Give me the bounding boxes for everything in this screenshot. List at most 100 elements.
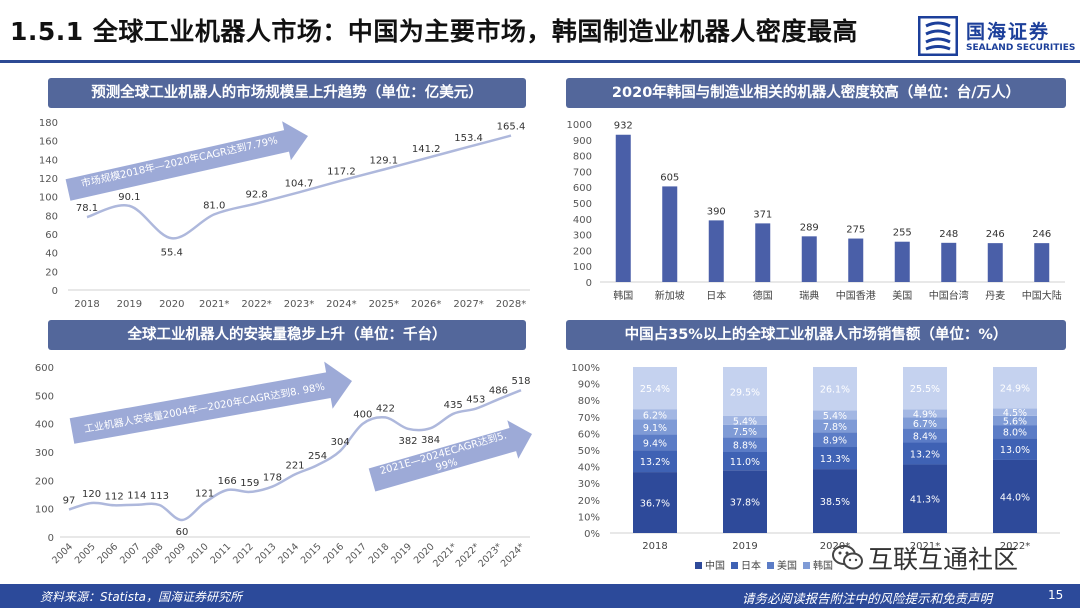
x-tick-label: 2006 xyxy=(95,541,120,566)
x-tick-label: 2019 xyxy=(389,541,414,566)
y-tick-label: 140 xyxy=(39,155,58,166)
segment-label: 13.0% xyxy=(1000,445,1030,456)
footer-bar: 资料来源：Statista，国海证券研究所 请务必阅读报告附注中的风险提示和免责… xyxy=(0,584,1080,608)
cagr-annotation: 市场规模2018年—2020年CAGR达到7.79% xyxy=(80,133,279,190)
bar-segment xyxy=(903,464,947,533)
data-label: 141.2 xyxy=(412,144,441,155)
market-size-line-chart: 0 20 40 60 80 100 120 140 160 180 2018 2019 2020 2021… xyxy=(39,118,530,310)
x-tick-label: 2011 xyxy=(208,541,233,566)
x-tick-label: 2022* xyxy=(454,541,482,569)
wechat-icon xyxy=(832,545,863,570)
y-tick-label: 20% xyxy=(578,496,600,507)
segment-label: 6.7% xyxy=(913,419,937,430)
legend-swatch xyxy=(767,562,774,569)
data-label: 304 xyxy=(331,437,350,448)
data-label: 371 xyxy=(753,209,772,220)
bar-segment xyxy=(723,415,767,425)
y-tick-label: 100 xyxy=(39,193,58,204)
x-tick-label: 2004 xyxy=(50,541,75,566)
bar xyxy=(708,220,724,282)
legend-swatch xyxy=(695,562,702,569)
cagr-arrow xyxy=(65,121,308,201)
segment-label: 5.4% xyxy=(823,411,847,422)
logo-chinese-name: 国海证券 xyxy=(966,21,1051,43)
y-tick-label: 300 xyxy=(35,448,54,459)
x-tick-label: 中国大陆 xyxy=(1022,289,1062,302)
x-tick-label: 2021* xyxy=(199,299,229,310)
segment-label: 6.2% xyxy=(643,410,667,421)
x-tick-label: 2015 xyxy=(299,541,324,566)
x-tick-label: 2021* xyxy=(431,541,459,569)
x-tick-label: 2010 xyxy=(186,541,211,566)
y-tick-label: 0 xyxy=(586,278,592,289)
x-tick-label: 韩国 xyxy=(613,289,633,302)
segment-label: 9.1% xyxy=(643,423,667,434)
y-tick-label: 10% xyxy=(578,512,600,523)
data-label: 121 xyxy=(195,489,214,500)
share-panel-title: 中国占35%以上的全球工业机器人市场销售额（单位：%） xyxy=(566,320,1066,350)
y-tick-label: 120 xyxy=(39,174,58,185)
bar-segment xyxy=(993,367,1037,409)
y-tick-label: 160 xyxy=(39,137,58,148)
x-tick-label: 丹麦 xyxy=(985,290,1005,302)
bar-segment xyxy=(813,410,857,420)
y-tick-label: 500 xyxy=(573,199,592,210)
density-panel-title: 2020年韩国与制造业相关的机器人密度较高（单位：台/万人） xyxy=(566,78,1066,108)
x-tick-label: 中国台湾 xyxy=(929,289,969,302)
y-tick-label: 900 xyxy=(573,136,592,147)
segment-label: 8.4% xyxy=(913,432,937,443)
data-label: 92.8 xyxy=(245,189,267,200)
segment-label: 29.5% xyxy=(730,387,760,398)
y-tick-label: 400 xyxy=(35,420,54,431)
x-tick-label: 2008 xyxy=(141,541,166,566)
y-tick-label: 0 xyxy=(48,533,54,544)
footer-source: 资料来源：Statista，国海证券研究所 xyxy=(40,590,243,604)
y-tick-label: 400 xyxy=(573,215,592,226)
y-tick-label: 600 xyxy=(35,363,54,374)
data-label: 246 xyxy=(986,229,1005,240)
segment-label: 44.0% xyxy=(1000,492,1030,503)
market-size-line xyxy=(86,134,512,240)
segment-label: 8.0% xyxy=(1003,428,1027,439)
y-tick-label: 60 xyxy=(45,230,58,241)
y-tick-label: 90% xyxy=(578,380,600,391)
x-tick-label: 2019 xyxy=(732,541,757,552)
segment-label: 5.6% xyxy=(1003,416,1027,427)
segment-label: 26.1% xyxy=(820,385,850,396)
y-tick-label: 80 xyxy=(45,211,58,222)
segment-label: 4.5% xyxy=(1003,408,1027,419)
bar xyxy=(1034,243,1050,282)
x-tick-label: 2014 xyxy=(276,541,301,566)
legend-label: 中国 xyxy=(705,559,725,572)
segment-label: 24.9% xyxy=(1000,384,1030,395)
x-tick-label: 2005 xyxy=(73,541,98,566)
installations-line xyxy=(68,389,522,522)
robot-density-bar-chart: 0 100 200 300 400 500 600 700 800 900 1000 932 韩国 605… xyxy=(567,120,1065,302)
footer-disclaimer: 请务必阅读报告附注中的风险提示和免责声明 xyxy=(742,591,993,606)
y-tick-label: 500 xyxy=(35,391,54,402)
bar-segment xyxy=(633,450,677,473)
cagr-arrow-forecast xyxy=(368,420,532,492)
segment-label: 36.7% xyxy=(640,499,670,510)
data-label: 78.1 xyxy=(76,203,98,214)
data-label: 153.4 xyxy=(454,133,483,144)
bar-segment xyxy=(723,437,767,452)
company-logo: 国海证券 SEALAND SECURITIES xyxy=(918,16,1078,58)
bar-segment xyxy=(813,447,857,470)
bar-segment xyxy=(993,425,1037,439)
y-tick-label: 40 xyxy=(45,249,58,260)
market-share-stacked-bar-chart: 0% 10% 20% 30% 40% 50% 60% 70% 80% 90% 100% 36.7% 13… xyxy=(571,363,1060,572)
data-label: 81.0 xyxy=(203,200,225,211)
segment-label: 25.5% xyxy=(910,384,940,395)
data-label: 120 xyxy=(82,489,101,500)
segment-label: 5.4% xyxy=(733,416,757,427)
data-label: 104.7 xyxy=(285,178,314,189)
segment-label: 11.0% xyxy=(730,457,760,468)
market-panel-title: 预测全球工业机器人的市场规模呈上升趋势（单位：亿美元） xyxy=(48,78,526,108)
data-label: 90.1 xyxy=(118,192,140,203)
y-tick-label: 300 xyxy=(573,231,592,242)
data-label: 165.4 xyxy=(497,122,526,133)
legend-swatch xyxy=(803,562,810,569)
segment-label: 13.2% xyxy=(640,457,670,468)
bar xyxy=(801,236,817,282)
